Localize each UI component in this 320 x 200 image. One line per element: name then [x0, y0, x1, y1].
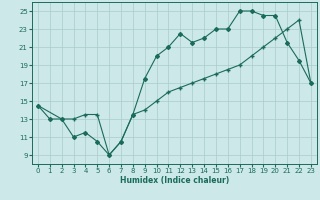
X-axis label: Humidex (Indice chaleur): Humidex (Indice chaleur): [120, 176, 229, 185]
